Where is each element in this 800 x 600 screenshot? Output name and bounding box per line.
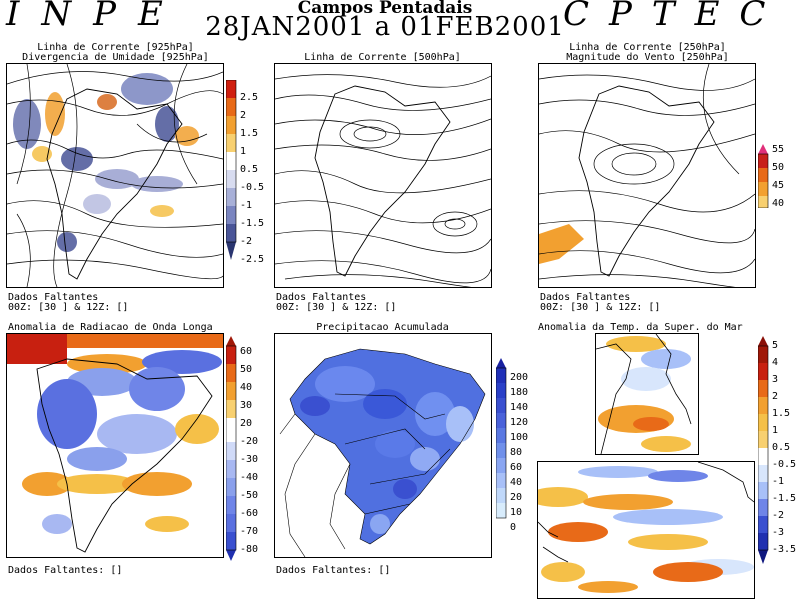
panel2-missing-values: 00Z: [30 ] & 12Z: [] [276, 302, 397, 313]
scale-label: 20 [240, 418, 253, 429]
scale-label: 0.5 [240, 164, 259, 175]
scale-label: -2.5 [240, 254, 265, 265]
scale-label: 200 [510, 372, 529, 383]
panel5-colorbar [496, 358, 507, 519]
scale-label: -1.5 [240, 218, 265, 229]
scale-label: -0.5 [772, 459, 797, 470]
scale-label: 55 [772, 144, 785, 155]
panel5-title: Precipitacao Acumulada [316, 322, 449, 333]
scale-label: 1.5 [240, 128, 259, 139]
panel3-colorbar [758, 144, 769, 208]
scale-label: 1 [240, 146, 247, 157]
scale-label: 60 [510, 462, 523, 473]
panel2-missing-label: Dados Faltantes [276, 292, 367, 303]
panel6-pacific-map [537, 461, 755, 599]
panel1-colorbar [226, 80, 237, 260]
panel3-map [538, 63, 756, 288]
panel1-title: Linha de Corrente [925hPa] [37, 42, 194, 53]
cptec-logo-text: CPTEC [563, 0, 786, 34]
scale-label: -2 [240, 236, 253, 247]
scale-label: 0.5 [772, 442, 791, 453]
panel3-missing-label: Dados Faltantes [540, 292, 631, 303]
scale-label: 3 [772, 374, 779, 385]
scale-label: 20 [510, 492, 523, 503]
scale-label: 180 [510, 387, 529, 398]
panel1-missing-values: 00Z: [30 ] & 12Z: [] [8, 302, 129, 313]
scale-label: -70 [240, 526, 259, 537]
scale-label: 1.5 [772, 408, 791, 419]
scale-label: -20 [240, 436, 259, 447]
scale-label: 80 [510, 447, 523, 458]
panel3-title: Linha de Corrente [250hPa] [569, 42, 726, 53]
panel5-missing: Dados Faltantes: [] [276, 565, 391, 576]
panel1-missing-label: Dados Faltantes [8, 292, 99, 303]
panel4-missing: Dados Faltantes: [] [8, 565, 123, 576]
scale-label: -3 [772, 527, 785, 538]
panel3-missing-values: 00Z: [30 ] & 12Z: [] [540, 302, 661, 313]
scale-label: 45 [772, 180, 785, 191]
scale-label: 10 [510, 507, 523, 518]
panel3-subtitle: Magnitude do Vento [250hPa] [566, 52, 729, 63]
scale-label: -30 [240, 454, 259, 465]
scale-label: 1 [772, 425, 779, 436]
scale-label: 50 [240, 364, 253, 375]
panel4-colorbar [226, 336, 237, 561]
panel6-atlantic-map [595, 333, 699, 455]
scale-label: 0 [510, 522, 517, 533]
scale-label: -80 [240, 544, 259, 555]
scale-label: -0.5 [240, 182, 265, 193]
panel2-title: Linha de Corrente [500hPa] [304, 52, 461, 63]
scale-label: -60 [240, 508, 259, 519]
scale-label: 60 [240, 346, 253, 357]
panel4-map [6, 333, 224, 558]
inpe-logo-text: INPE [6, 0, 185, 34]
date-range: 28JAN2001 a 01FEB2001 [205, 12, 565, 42]
scale-label: 140 [510, 402, 529, 413]
scale-label: 30 [240, 400, 253, 411]
scale-label: 40 [510, 477, 523, 488]
scale-label: 2 [240, 110, 247, 121]
panel6-title: Anomalia da Temp. da Super. do Mar [538, 322, 743, 333]
scale-label: -1 [240, 200, 253, 211]
scale-label: -1.5 [772, 493, 797, 504]
scale-label: -50 [240, 490, 259, 501]
scale-label: -40 [240, 472, 259, 483]
panel2-map [274, 63, 492, 288]
scale-label: 4 [772, 357, 779, 368]
page-title: Campos Pentadais [297, 0, 473, 18]
scale-label: 5 [772, 340, 779, 351]
panel4-title: Anomalia de Radiacao de Onda Longa [8, 322, 213, 333]
scale-label: 50 [772, 162, 785, 173]
scale-label: 2.5 [240, 92, 259, 103]
panel5-map [274, 333, 492, 558]
scale-label: 100 [510, 432, 529, 443]
panel6-colorbar [758, 336, 769, 564]
scale-label: -3.5 [772, 544, 797, 555]
panel1-map [6, 63, 224, 288]
scale-label: -1 [772, 476, 785, 487]
scale-label: 2 [772, 391, 779, 402]
scale-label: 40 [772, 198, 785, 209]
scale-label: -2 [772, 510, 785, 521]
panel1-subtitle: Divergencia de Umidade [925hPa] [22, 52, 209, 63]
scale-label: 40 [240, 382, 253, 393]
scale-label: 120 [510, 417, 529, 428]
